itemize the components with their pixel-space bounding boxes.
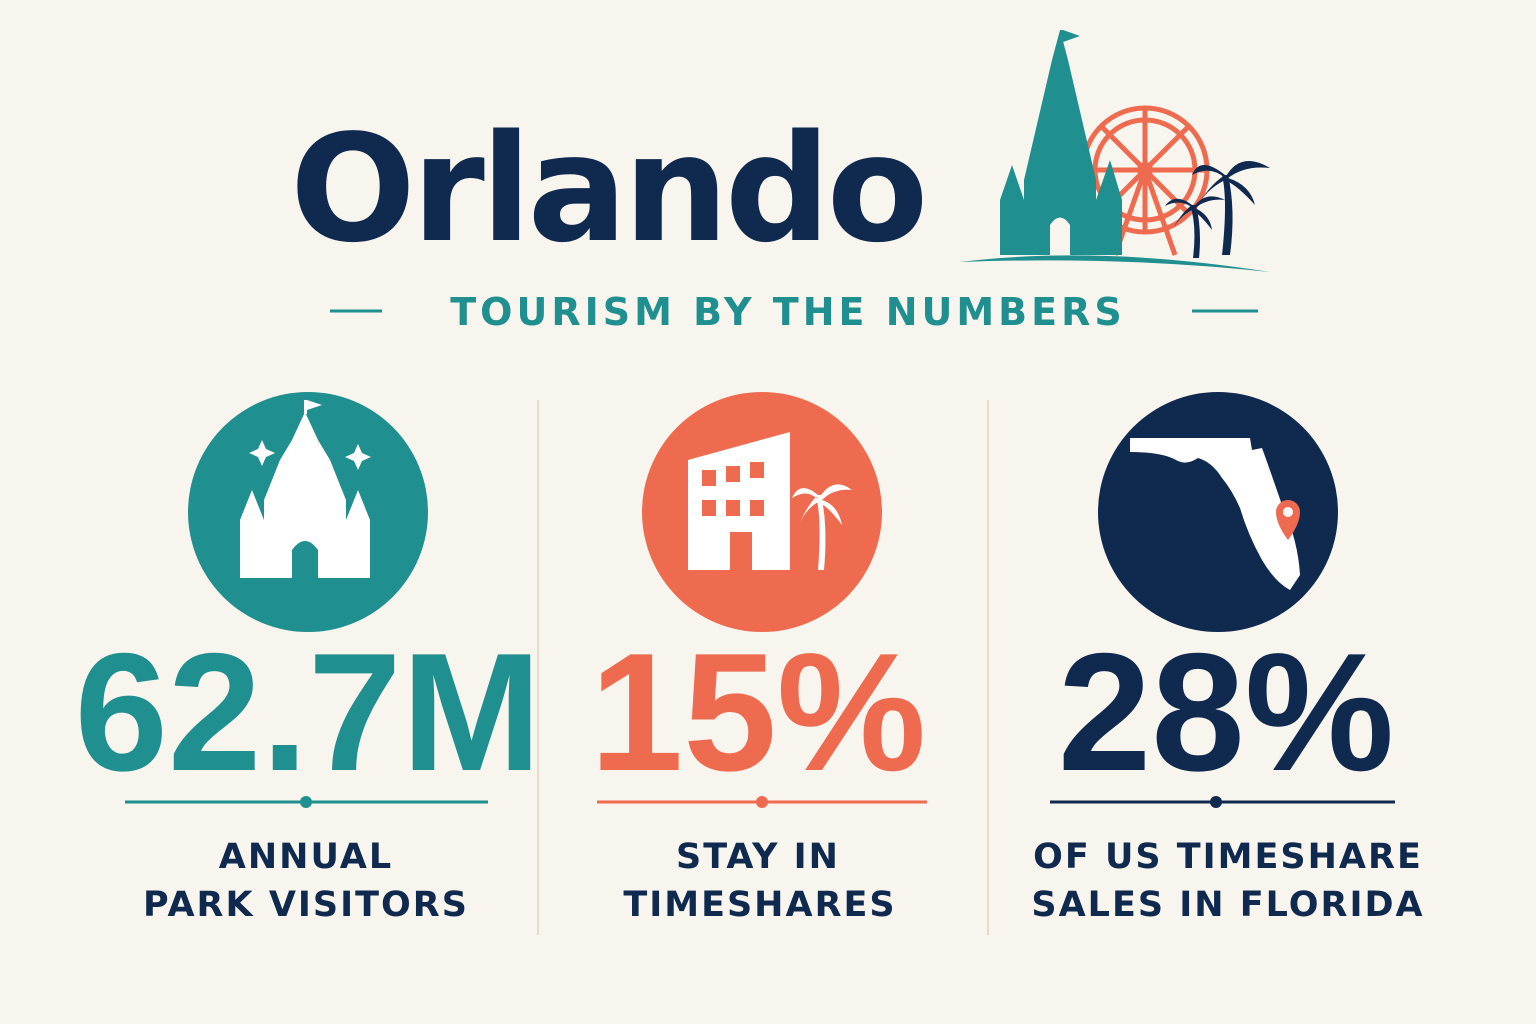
florida-icon-part (1098, 392, 1338, 632)
florida-icon-part (1276, 500, 1300, 540)
hotel-icon-part-part (702, 470, 716, 486)
logo-part (1165, 160, 1270, 258)
stat-label: SALES IN FLORIDA (1031, 885, 1424, 925)
logo-part-part (1000, 30, 1122, 255)
stat-rule-part (756, 796, 768, 808)
logo-part (1137, 162, 1153, 178)
stat-label: TIMESHARES (623, 885, 896, 925)
stat-rule (597, 796, 927, 808)
hotel-icon-part-part (702, 500, 716, 516)
florida-icon (1098, 392, 1338, 632)
hotel-icon-part-part (730, 532, 752, 570)
subtitle: TOURISM BY THE NUMBERS (450, 290, 1125, 334)
castle-icon-part (292, 541, 318, 578)
logo-part-part (1190, 205, 1200, 258)
castle-icon-part-part (345, 444, 371, 470)
florida-icon-part (1130, 438, 1300, 590)
hotel-icon-part-part (726, 500, 740, 516)
castle-icon-part-part (304, 400, 307, 414)
stat-value: 62.7M (75, 618, 542, 806)
stat-rule-part (300, 796, 312, 808)
column-dividers (537, 400, 989, 935)
logo-part-part (1060, 30, 1063, 46)
logo-part (1000, 30, 1122, 255)
stat-label: ANNUAL (219, 837, 393, 877)
florida-icon-part (1283, 507, 1293, 517)
stat-rule-part (1210, 796, 1222, 808)
stat-rule (1050, 796, 1395, 808)
stat-label: PARK VISITORS (143, 885, 469, 925)
hotel-icon-part-part (726, 466, 740, 482)
stat-label: STAY IN (676, 837, 840, 877)
stat-label: OF US TIMESHARE (1033, 837, 1423, 877)
stat-value: 28% (1058, 618, 1394, 806)
logo-part-part (1063, 30, 1080, 42)
hotel-icon-part (816, 495, 826, 570)
stat-value: 15% (590, 618, 926, 806)
castle-icon-part (240, 400, 371, 578)
stat-rule (125, 796, 488, 808)
hotel-icon-part (702, 462, 764, 570)
castle-icon (188, 392, 428, 632)
hotel-icon (642, 392, 882, 632)
castle-icon-part-part (249, 440, 275, 466)
logo-part (1050, 217, 1070, 255)
logo-part-part (1222, 175, 1233, 255)
title: Orlando (290, 103, 924, 275)
hotel-icon-part (792, 484, 852, 528)
castle-icon-part-part (240, 412, 370, 578)
castle-icon-part-part (307, 400, 322, 410)
hotel-icon-part-part (750, 462, 764, 478)
logo (960, 30, 1270, 272)
logo-part-part (1192, 160, 1270, 210)
hotel-icon-part-part (750, 500, 764, 516)
logo-part (960, 255, 1270, 272)
